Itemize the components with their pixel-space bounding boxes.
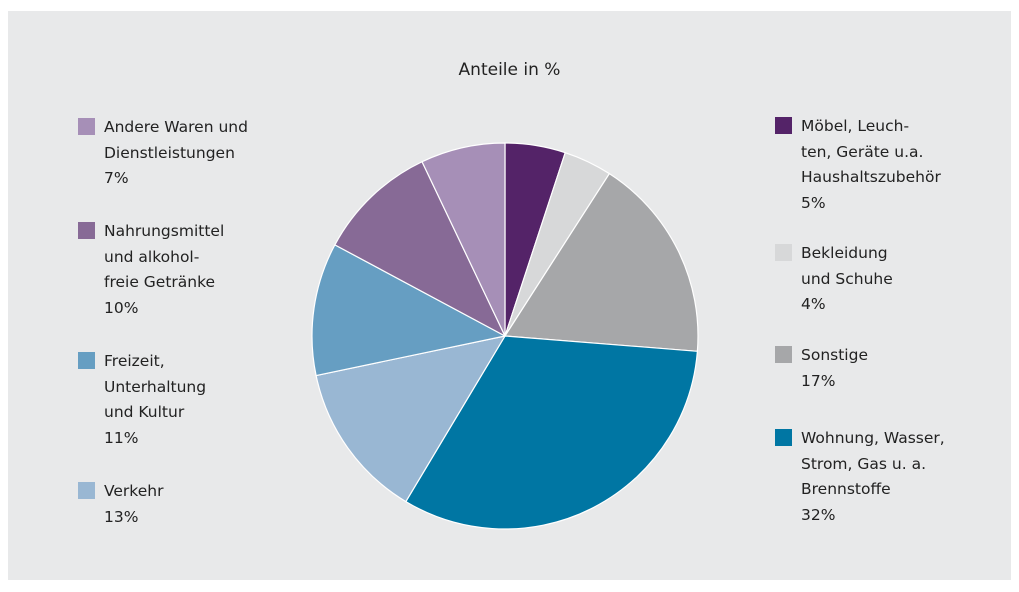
legend-label: Verkehr: [104, 482, 164, 500]
legend-label: Sonstige: [801, 346, 868, 364]
pie-slice-5: [311, 244, 506, 377]
legend-label: Wohnung, Wasser, Strom, Gas u. a. Brenns…: [801, 429, 945, 498]
legend-value: 13%: [104, 507, 139, 526]
legend-value: 5%: [801, 193, 826, 212]
legend-swatch: [78, 352, 95, 369]
legend-item-verkehr: Verkehr 13%: [78, 479, 163, 530]
legend-label: Freizeit, Unterhaltung und Kultur: [104, 352, 207, 421]
legend-swatch: [78, 222, 95, 239]
legend-value: 32%: [801, 505, 836, 524]
legend-item-sonstige: Sonstige 17%: [775, 343, 868, 394]
legend-value: 10%: [104, 298, 139, 317]
legend-value: 17%: [801, 371, 836, 390]
pie-slice-6: [334, 161, 506, 337]
legend-item-nahrungsmittel: Nahrungsmittel und alkohol- freie Geträn…: [78, 219, 224, 321]
chart-title: Anteile in %: [458, 60, 561, 80]
pie-slice-2: [504, 173, 699, 352]
legend-swatch: [775, 244, 792, 261]
pie-slice-7: [421, 142, 506, 337]
legend-swatch: [775, 346, 792, 363]
legend-item-moebel: Möbel, Leuch- ten, Geräte u.a. Haushalts…: [775, 114, 941, 216]
legend-swatch: [775, 117, 792, 134]
legend-swatch: [775, 429, 792, 446]
legend-label: Bekleidung und Schuhe: [801, 244, 893, 288]
legend-value: 7%: [104, 169, 129, 187]
legend-swatch: [78, 118, 95, 135]
legend-item-andere-waren: Andere Waren und Dienstleistungen 7%: [78, 115, 248, 192]
legend-label: Möbel, Leuch- ten, Geräte u.a. Haushalts…: [801, 117, 941, 186]
legend-item-bekleidung: Bekleidung und Schuhe 4%: [775, 241, 893, 318]
legend-item-freizeit: Freizeit, Unterhaltung und Kultur 11%: [78, 349, 206, 451]
pie-slice-4: [315, 335, 506, 503]
pie-slice-3: [405, 335, 698, 530]
legend-item-wohnung: Wohnung, Wasser, Strom, Gas u. a. Brenns…: [775, 426, 945, 528]
legend-swatch: [78, 482, 95, 499]
legend-value: 11%: [104, 428, 139, 447]
legend-label: Nahrungsmittel und alkohol- freie Geträn…: [104, 222, 225, 291]
legend-value: 4%: [801, 295, 826, 313]
legend-label: Andere Waren und Dienstleistungen: [104, 118, 248, 162]
